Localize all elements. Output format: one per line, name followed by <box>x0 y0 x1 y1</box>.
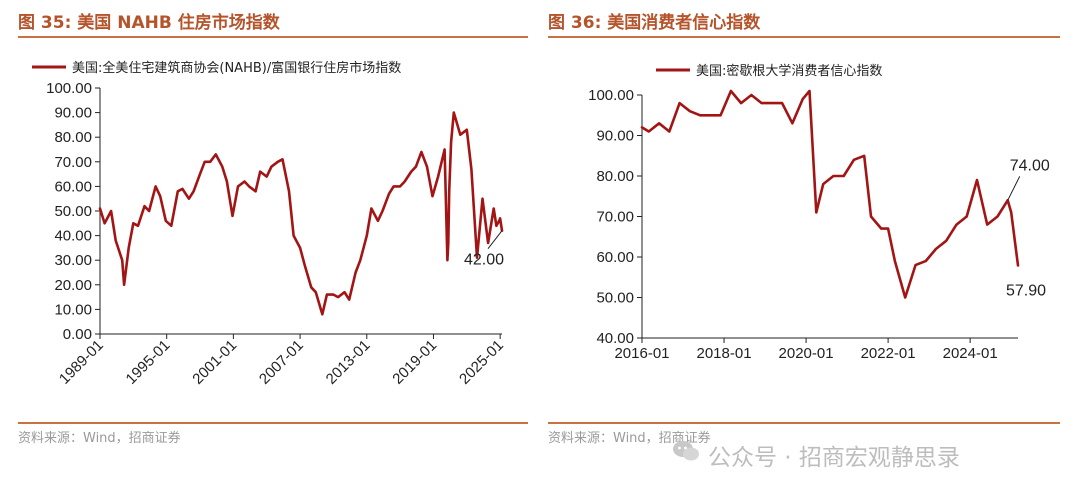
annotation-leader <box>1007 176 1021 201</box>
legend: 美国:全美住宅建筑商协会(NAHB)/富国银行住房市场指数 <box>32 60 401 76</box>
y-tick-label: 100.00 <box>588 87 634 104</box>
figure-35-panel: 图 35: 美国 NAHB 住房市场指数 美国:全美住宅建筑商协会(NAHB)/… <box>18 0 528 494</box>
annotation-leader <box>487 230 503 249</box>
x-tick-label: 2018-01 <box>697 345 752 362</box>
annotation-label: 74.00 <box>1010 157 1050 174</box>
y-tick-label: 80.00 <box>54 129 92 146</box>
x-tick-label: 2024-01 <box>943 345 998 362</box>
y-tick-label: 30.00 <box>54 252 92 269</box>
x-tick-label: 2016-01 <box>614 345 669 362</box>
y-tick-label: 100.00 <box>46 80 92 97</box>
x-tick-label: 2019-01 <box>389 337 440 388</box>
y-tick-label: 10.00 <box>54 301 92 318</box>
y-tick-label: 40.00 <box>596 330 634 347</box>
y-tick-label: 50.00 <box>54 203 92 220</box>
y-tick-label: 70.00 <box>54 154 92 171</box>
consumer-sentiment-chart: 美国:密歇根大学消费者信心指数 40.00 50.00 60.00 70.00 80.00… <box>588 63 1050 362</box>
x-tick-label: 2025-01 <box>456 337 507 388</box>
figure-36-panel: 图 36: 美国消费者信心指数 美国:密歇根大学消费者信心指数 40.00 50.0… <box>548 0 1060 494</box>
x-tick-label: 2001-01 <box>189 337 240 388</box>
y-tick-label: 90.00 <box>54 105 92 122</box>
figure-36-title: 图 36: 美国消费者信心指数 <box>548 13 761 33</box>
legend-label: 美国:全美住宅建筑商协会(NAHB)/富国银行住房市场指数 <box>72 60 401 76</box>
figure-35-bottom-rule <box>18 422 528 424</box>
figure-36-source: 资料来源：Wind，招商证券 <box>548 431 711 446</box>
y-tick-label: 60.00 <box>54 178 92 195</box>
y-tick-label: 50.00 <box>596 290 634 307</box>
nahb-index-chart: 美国:全美住宅建筑商协会(NAHB)/富国银行住房市场指数 0.00 10.00 20… <box>32 60 507 388</box>
wechat-icon <box>673 441 699 461</box>
y-tick-label: 60.00 <box>596 249 634 266</box>
y-tick-label: 20.00 <box>54 277 92 294</box>
y-tick-label: 0.00 <box>63 326 92 343</box>
x-tick-label: 1995-01 <box>123 337 174 388</box>
series-line <box>98 111 504 316</box>
figure-35-source: 资料来源：Wind，招商证券 <box>18 431 181 446</box>
y-tick-label: 80.00 <box>596 168 634 185</box>
y-tick-label: 40.00 <box>54 228 92 245</box>
annotation-label: 42.00 <box>464 252 504 269</box>
figure-36-top-rule <box>548 36 1060 38</box>
figure-36-bottom-rule <box>548 422 1060 424</box>
watermark-text: 公众号 · 招商宏观静思录 <box>708 445 960 471</box>
figure-35-top-rule <box>18 36 528 38</box>
x-tick-label: 2013-01 <box>323 337 374 388</box>
legend: 美国:密歇根大学消费者信心指数 <box>656 63 882 79</box>
legend-label: 美国:密歇根大学消费者信心指数 <box>696 63 882 79</box>
figure-35-title: 图 35: 美国 NAHB 住房市场指数 <box>18 13 280 33</box>
y-tick-label: 90.00 <box>596 128 634 145</box>
x-tick-label: 2007-01 <box>256 337 307 388</box>
x-tick-label: 2020-01 <box>779 345 834 362</box>
x-tick-label: 2022-01 <box>861 345 916 362</box>
x-tick-label: 1989-01 <box>56 337 107 388</box>
y-tick-label: 70.00 <box>596 209 634 226</box>
annotation-label: 57.90 <box>1006 283 1046 300</box>
series-line <box>640 89 1020 299</box>
